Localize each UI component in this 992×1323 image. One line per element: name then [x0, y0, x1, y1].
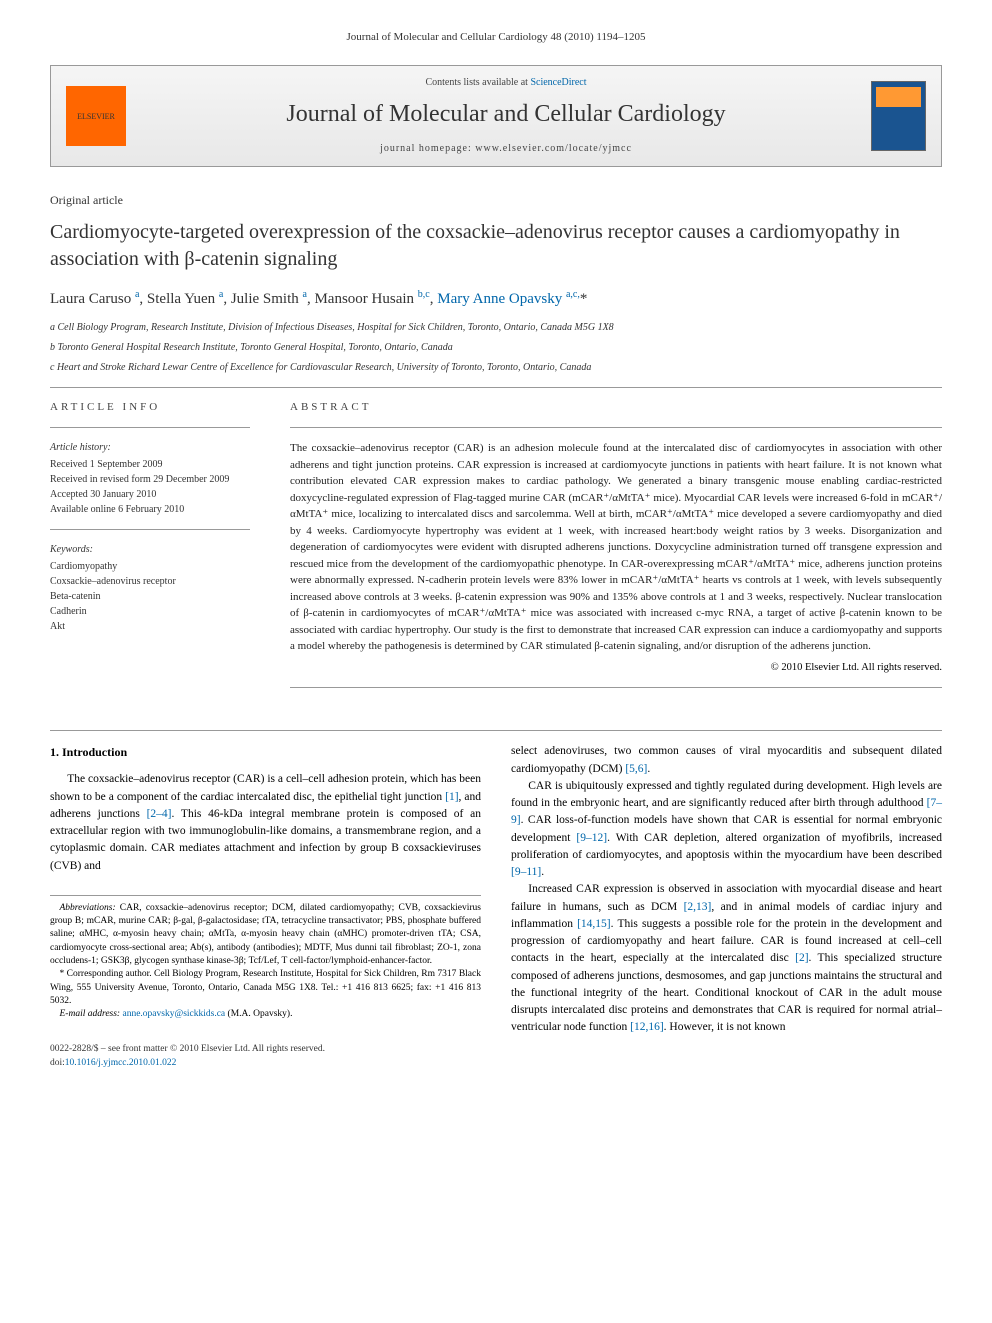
abstract-text: The coxsackie–adenovirus receptor (CAR) …: [290, 440, 942, 655]
journal-banner: ELSEVIER Contents lists available at Sci…: [50, 65, 942, 167]
body-paragraph: CAR is ubiquitously expressed and tightl…: [511, 778, 942, 882]
corresponding-email-link[interactable]: anne.opavsky@sickkids.ca: [122, 1009, 225, 1019]
divider: [50, 387, 942, 388]
affiliation-b: b Toronto General Hospital Research Inst…: [50, 340, 942, 355]
divider: [290, 687, 942, 688]
article-info-column: ARTICLE INFO Article history: Received 1…: [50, 400, 250, 701]
keyword: Akt: [50, 619, 250, 634]
journal-title-banner: Journal of Molecular and Cellular Cardio…: [141, 98, 871, 132]
article-type: Original article: [50, 192, 942, 209]
elsevier-logo: ELSEVIER: [66, 86, 126, 146]
body-column-left: 1. Introduction The coxsackie–adenovirus…: [50, 743, 481, 1070]
article-history-block: Article history: Received 1 September 20…: [50, 440, 250, 517]
abstract-heading: ABSTRACT: [290, 400, 942, 415]
keyword: Beta-catenin: [50, 589, 250, 604]
history-label: Article history:: [50, 440, 250, 455]
abbrev-label: Abbreviations:: [60, 903, 116, 913]
section-heading-introduction: 1. Introduction: [50, 743, 481, 761]
sciencedirect-link[interactable]: ScienceDirect: [530, 77, 586, 88]
abbrev-text: CAR, coxsackie–adenovirus receptor; DCM,…: [50, 903, 481, 966]
divider: [50, 427, 250, 428]
body-two-column: 1. Introduction The coxsackie–adenovirus…: [50, 743, 942, 1070]
homepage-prefix: journal homepage:: [380, 143, 475, 154]
email-label: E-mail address:: [60, 1009, 123, 1019]
body-paragraph: Increased CAR expression is observed in …: [511, 881, 942, 1036]
keyword: Cardiomyopathy: [50, 559, 250, 574]
journal-homepage-line: journal homepage: www.elsevier.com/locat…: [141, 142, 871, 156]
history-revised: Received in revised form 29 December 200…: [50, 472, 250, 487]
keyword: Cadherin: [50, 604, 250, 619]
contents-prefix: Contents lists available at: [425, 77, 530, 88]
abstract-column: ABSTRACT The coxsackie–adenovirus recept…: [290, 400, 942, 701]
issn-line: 0022-2828/$ – see front matter © 2010 El…: [50, 1042, 481, 1056]
author-list: Laura Caruso a, Stella Yuen a, Julie Smi…: [50, 288, 942, 310]
journal-cover-thumbnail: [871, 81, 926, 151]
banner-center: Contents lists available at ScienceDirec…: [141, 76, 871, 156]
info-abstract-row: ARTICLE INFO Article history: Received 1…: [50, 400, 942, 701]
affiliation-a: a Cell Biology Program, Research Institu…: [50, 320, 942, 335]
abbreviations-footnote: Abbreviations: CAR, coxsackie–adenovirus…: [50, 902, 481, 968]
body-paragraph: The coxsackie–adenovirus receptor (CAR) …: [50, 771, 481, 875]
divider: [290, 427, 942, 428]
doi-line: doi:10.1016/j.yjmcc.2010.01.022: [50, 1056, 481, 1070]
footnotes-block: Abbreviations: CAR, coxsackie–adenovirus…: [50, 895, 481, 1022]
history-online: Available online 6 February 2010: [50, 502, 250, 517]
body-column-right: select adenoviruses, two common causes o…: [511, 743, 942, 1070]
running-header: Journal of Molecular and Cellular Cardio…: [50, 30, 942, 45]
doi-prefix: doi:: [50, 1058, 65, 1068]
email-footnote: E-mail address: anne.opavsky@sickkids.ca…: [50, 1008, 481, 1021]
article-info-heading: ARTICLE INFO: [50, 400, 250, 415]
keywords-block: Keywords: Cardiomyopathy Coxsackie–adeno…: [50, 542, 250, 634]
history-received: Received 1 September 2009: [50, 457, 250, 472]
email-suffix: (M.A. Opavsky).: [225, 1009, 292, 1019]
abstract-copyright: © 2010 Elsevier Ltd. All rights reserved…: [290, 661, 942, 676]
homepage-url[interactable]: www.elsevier.com/locate/yjmcc: [475, 143, 632, 154]
divider: [50, 529, 250, 530]
page-footer: 0022-2828/$ – see front matter © 2010 El…: [50, 1042, 481, 1071]
corresponding-author-footnote: * Corresponding author. Cell Biology Pro…: [50, 968, 481, 1008]
keyword: Coxsackie–adenovirus receptor: [50, 574, 250, 589]
body-paragraph: select adenoviruses, two common causes o…: [511, 743, 942, 778]
doi-link[interactable]: 10.1016/j.yjmcc.2010.01.022: [65, 1058, 177, 1068]
history-accepted: Accepted 30 January 2010: [50, 487, 250, 502]
article-title: Cardiomyocyte-targeted overexpression of…: [50, 219, 942, 273]
affiliation-c: c Heart and Stroke Richard Lewar Centre …: [50, 360, 942, 375]
contents-available-line: Contents lists available at ScienceDirec…: [141, 76, 871, 90]
keywords-label: Keywords:: [50, 542, 250, 557]
divider: [50, 730, 942, 731]
